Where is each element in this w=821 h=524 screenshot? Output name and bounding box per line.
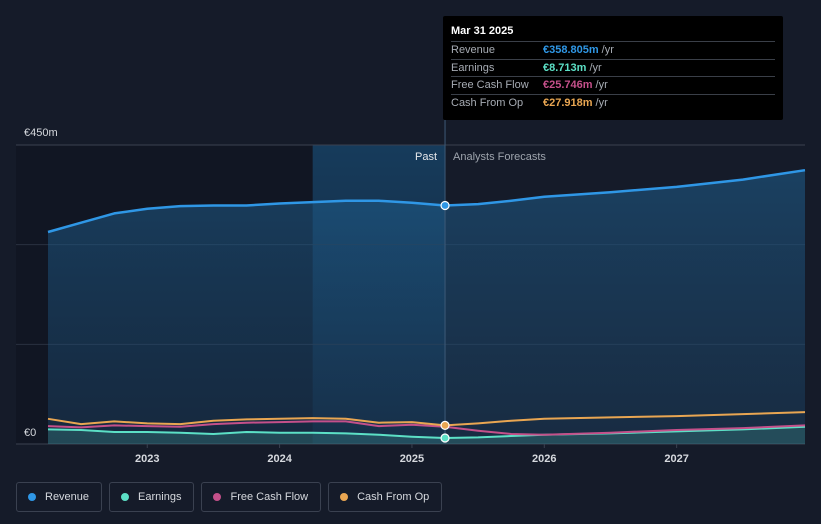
tooltip: Mar 31 2025 Revenue €358.805m /yr Earnin… [443, 16, 783, 120]
x-axis-ticks: 2023 2024 2025 2026 2027 [135, 444, 689, 465]
tooltip-date: Mar 31 2025 [451, 25, 514, 37]
tooltip-unit: /yr [595, 79, 608, 92]
tooltip-row-free-cash-flow: Free Cash Flow €25.746m /yr [451, 76, 775, 94]
tooltip-markers [440, 200, 450, 443]
earnings-marker [440, 433, 450, 443]
legend-label: Earnings [138, 491, 182, 503]
x-tick-label: 2024 [267, 453, 292, 465]
legend-item-revenue[interactable]: Revenue [16, 482, 103, 512]
legend-dot-icon [213, 493, 222, 501]
cash-from-op-marker [440, 420, 450, 430]
x-tick-label: 2025 [400, 453, 424, 465]
tooltip-unit: /yr [601, 44, 614, 57]
legend-dot-icon [340, 493, 349, 501]
past-label: Past [415, 151, 437, 163]
legend: Revenue Earnings Free Cash Flow Cash Fro… [16, 482, 443, 512]
x-tick-label: 2027 [664, 453, 688, 465]
tooltip-row-earnings: Earnings €8.713m /yr [451, 58, 775, 77]
tooltip-value: €27.918m [543, 96, 593, 109]
tooltip-label: Free Cash Flow [451, 79, 529, 92]
forecast-label: Analysts Forecasts [453, 151, 546, 163]
tooltip-value: €8.713m [543, 61, 587, 74]
free-cash-flow-line [47, 420, 806, 436]
x-tick-label: 2023 [135, 453, 159, 465]
tooltip-unit: /yr [589, 61, 602, 74]
legend-item-earnings[interactable]: Earnings [109, 482, 195, 512]
legend-item-free-cash-flow[interactable]: Free Cash Flow [201, 482, 322, 512]
tooltip-label: Revenue [451, 44, 496, 57]
revenue-area [48, 170, 805, 444]
tooltip-label: Earnings [451, 61, 495, 74]
tooltip-row-revenue: Revenue €358.805m /yr [451, 41, 775, 59]
earnings-area [48, 426, 805, 444]
legend-label: Cash From Op [357, 491, 430, 503]
tooltip-value: €358.805m [543, 44, 599, 57]
legend-dot-icon [28, 493, 36, 501]
legend-label: Free Cash Flow [230, 491, 309, 503]
tooltip-label: Cash From Op [451, 96, 524, 109]
cash-from-op-line [47, 411, 806, 427]
tooltip-unit: /yr [595, 96, 608, 109]
revenue-marker [440, 200, 450, 211]
x-tick-label: 2026 [532, 453, 556, 465]
series-group [47, 168, 806, 444]
legend-item-cash-from-op[interactable]: Cash From Op [328, 482, 443, 512]
y-axis-bottom-label: €0 [24, 427, 36, 439]
revenue-line [47, 168, 806, 234]
financials-chart: €450m €0 Past Analysts Forecasts 2023 202… [16, 16, 806, 465]
legend-label: Revenue [45, 491, 90, 503]
tooltip-row-cash-from-op: Cash From Op €27.918m /yr [451, 93, 775, 112]
tooltip-value: €25.746m [543, 79, 593, 92]
y-axis-top-label: €450m [24, 127, 58, 139]
legend-dot-icon [121, 493, 130, 501]
